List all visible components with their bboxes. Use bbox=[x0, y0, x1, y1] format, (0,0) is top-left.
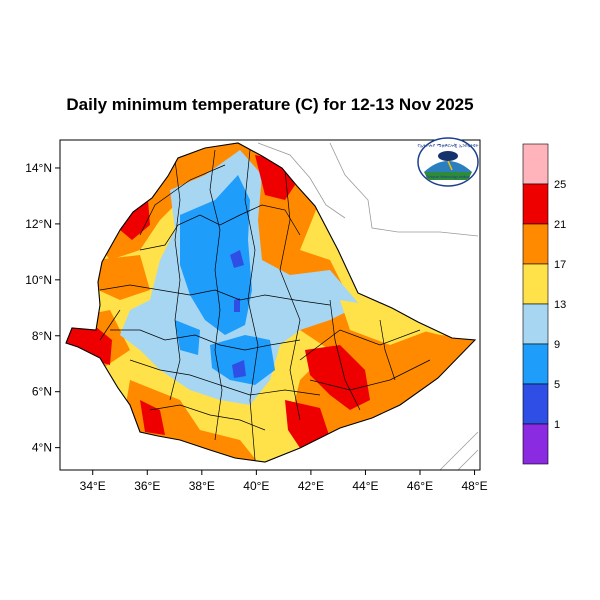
colorbar-swatch bbox=[522, 143, 549, 185]
colorbar: 25 21 17 13 9 5 1 bbox=[522, 143, 566, 465]
colorbar-label: 13 bbox=[554, 299, 566, 311]
x-tick-label: 40°E bbox=[243, 479, 269, 493]
x-tick-label: 36°E bbox=[134, 479, 160, 493]
colorbar-label: 5 bbox=[554, 379, 560, 391]
colorbar-label: 25 bbox=[554, 179, 566, 191]
logo-arc-text: የኢትዮጵያ ሚቲዎሮሎጂ ኢንስቲትዩት bbox=[417, 144, 478, 149]
y-axis: 14°N 12°N 10°N 8°N 6°N 4°N bbox=[25, 161, 60, 455]
colorbar-swatch bbox=[522, 223, 549, 265]
y-tick-label: 14°N bbox=[25, 161, 52, 175]
colorbar-label: 21 bbox=[554, 219, 566, 231]
x-tick-label: 42°E bbox=[298, 479, 324, 493]
map-frame bbox=[59, 139, 481, 471]
y-tick-label: 12°N bbox=[25, 217, 52, 231]
y-tick-label: 6°N bbox=[32, 385, 52, 399]
colorbar-swatch bbox=[522, 423, 549, 465]
colorbar-swatch bbox=[522, 183, 549, 225]
x-tick-label: 46°E bbox=[407, 479, 433, 493]
y-tick-label: 8°N bbox=[32, 329, 52, 343]
logo-sub-text: Ethiopian Meteorology Institute bbox=[426, 175, 470, 179]
admin-boundaries bbox=[99, 149, 431, 461]
colorbar-swatch bbox=[522, 303, 549, 345]
y-tick-label: 10°N bbox=[25, 273, 52, 287]
colorbar-label: 9 bbox=[554, 339, 560, 351]
colorbar-swatch bbox=[522, 263, 549, 305]
y-tick-label: 4°N bbox=[32, 441, 52, 455]
x-tick-label: 38°E bbox=[189, 479, 215, 493]
colorbar-swatch bbox=[522, 343, 549, 385]
colorbar-label: 17 bbox=[554, 259, 566, 271]
x-tick-label: 48°E bbox=[461, 479, 487, 493]
x-tick-label: 34°E bbox=[80, 479, 106, 493]
temperature-field bbox=[66, 143, 475, 462]
x-axis: 34°E 36°E 38°E 40°E 42°E 44°E 46°E 48°E bbox=[80, 470, 488, 493]
chart-title: Daily minimum temperature (C) for 12-13 … bbox=[66, 95, 474, 114]
colorbar-swatch bbox=[522, 383, 549, 425]
institute-logo: የኢትዮጵያ ሚቲዎሮሎጂ ኢንስቲትዩት Ethiopian Meteorol… bbox=[417, 137, 479, 187]
ethiopia-outline bbox=[65, 142, 477, 463]
x-tick-label: 44°E bbox=[352, 479, 378, 493]
colorbar-label: 1 bbox=[554, 419, 560, 431]
